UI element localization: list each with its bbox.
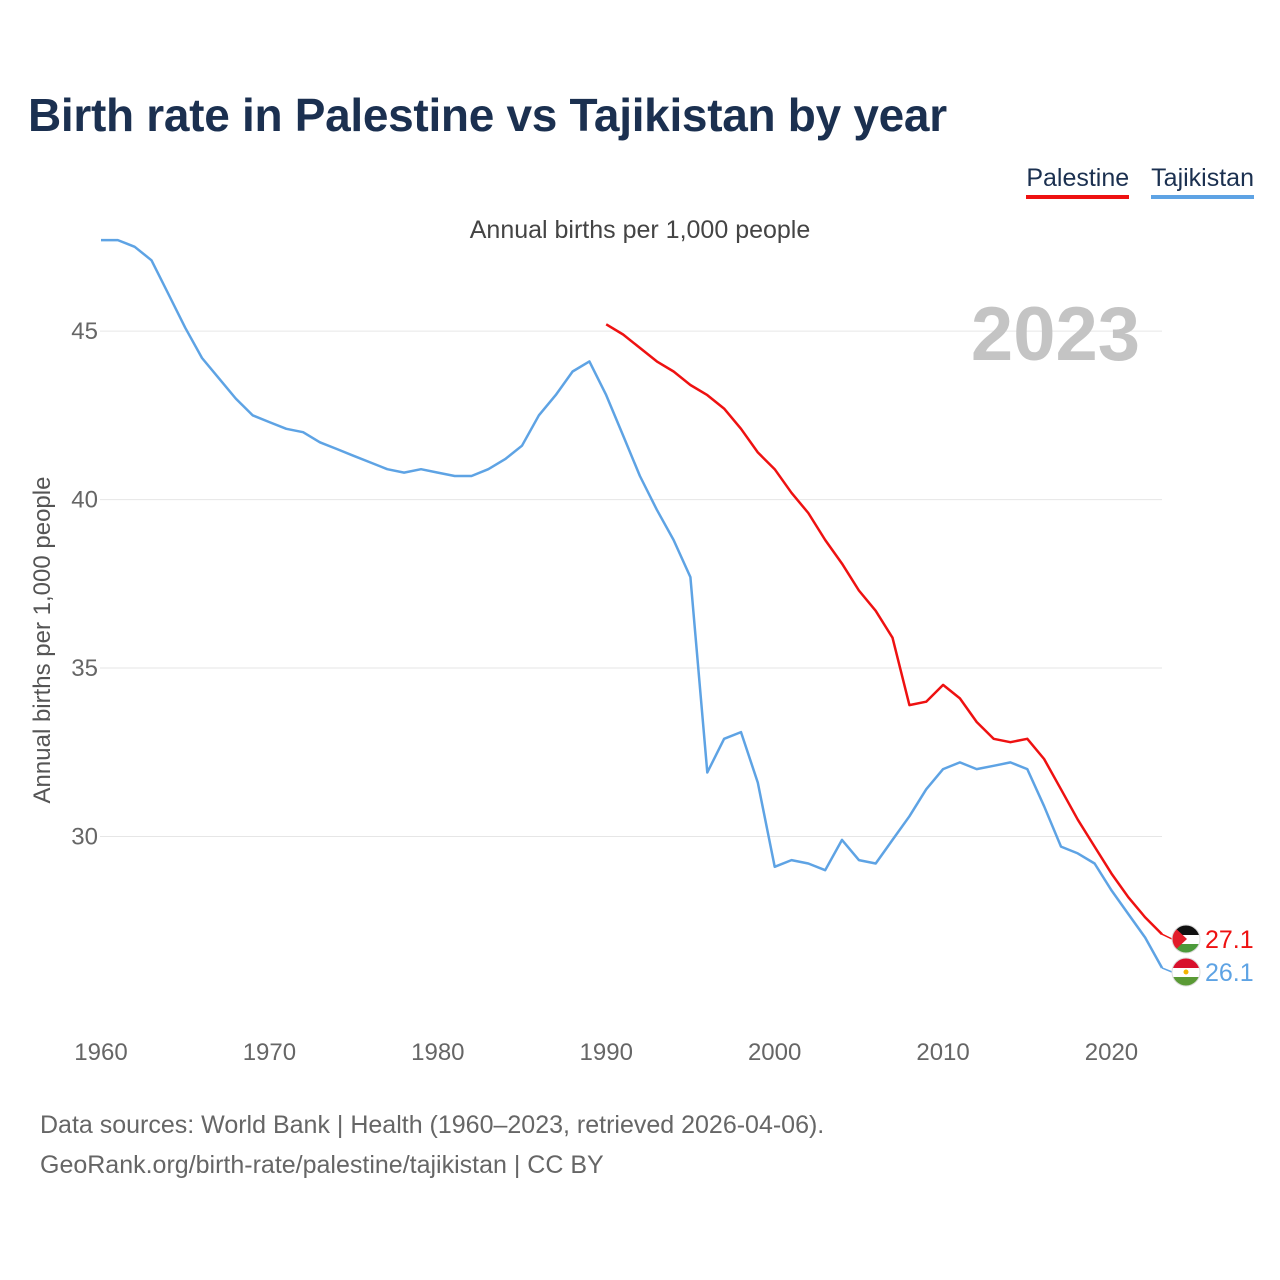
end-label-tajikistan: 26.1 [1205,959,1254,987]
x-tick-1970: 1970 [243,1039,296,1066]
y-tick-45: 45 [71,318,98,345]
x-tick-1960: 1960 [74,1039,127,1066]
x-tick-1980: 1980 [411,1039,464,1066]
x-tick-2000: 2000 [748,1039,801,1066]
y-axis-ticks: 30 35 40 45 [71,318,98,850]
chart-title: Birth rate in Palestine vs Tajikistan by… [28,89,947,141]
end-markers: 27.1 26.1 [1161,924,1254,987]
x-tick-1990: 1990 [580,1039,633,1066]
series-lines [101,238,1164,969]
legend-item-tajikistan[interactable]: Tajikistan [1151,164,1254,199]
x-tick-2020: 2020 [1085,1039,1138,1066]
y-tick-30: 30 [71,824,98,851]
legend: Palestine Tajikistan [1026,164,1254,199]
y-tick-35: 35 [71,655,98,682]
x-axis-ticks: 1960 1970 1980 1990 2000 2010 2020 [74,1039,1138,1066]
leader-line-tajikistan [1161,967,1173,973]
legend-item-palestine[interactable]: Palestine [1026,164,1130,199]
footer-url[interactable]: GeoRank.org/birth-rate/palestine/tajikis… [40,1151,604,1179]
x-tick-2010: 2010 [916,1039,969,1066]
flag-palestine-icon [1171,924,1201,954]
leader-line-palestine [1161,933,1173,940]
y-tick-40: 40 [71,487,98,514]
flag-tajikistan-icon [1171,957,1201,987]
grid-lines [100,330,1162,838]
series-line-palestine[interactable] [605,323,1163,936]
footer-source: Data sources: World Bank | Health (1960–… [40,1111,825,1139]
footer: Data sources: World Bank | Health (1960–… [40,1105,824,1185]
series-line-tajikistan[interactable] [101,238,1164,969]
chart-subtitle: Annual births per 1,000 people [469,216,811,244]
end-label-palestine: 27.1 [1205,926,1254,954]
year-watermark: 2023 [971,292,1140,377]
